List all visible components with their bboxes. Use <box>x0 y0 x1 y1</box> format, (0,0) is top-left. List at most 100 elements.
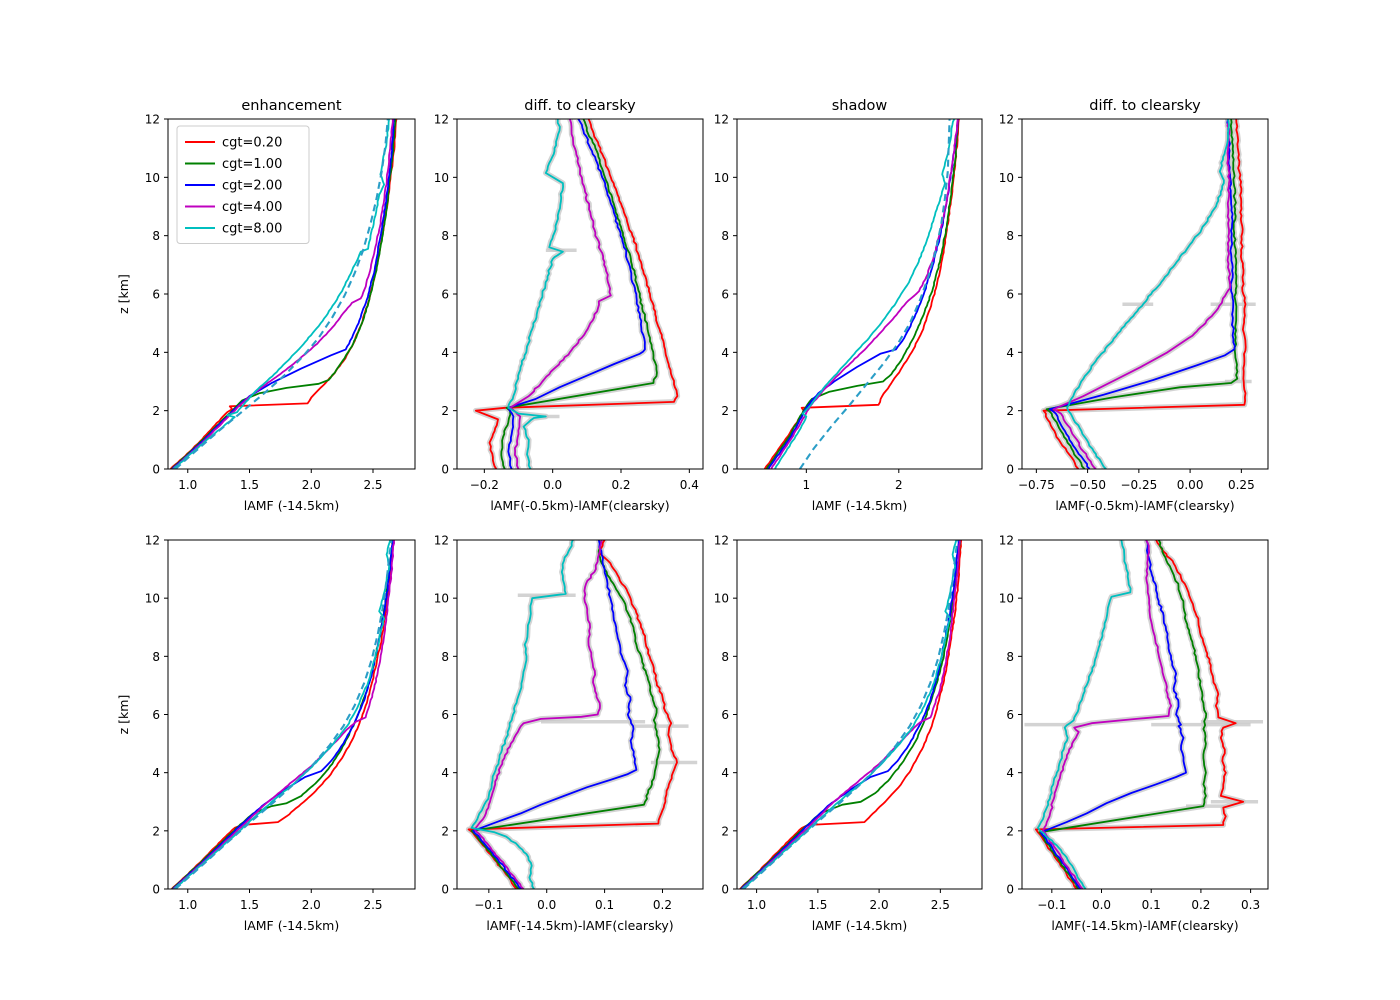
profile-line-clearsky <box>174 119 389 469</box>
x-tick-label: −0.50 <box>1069 478 1106 492</box>
plot-area <box>763 119 960 469</box>
profile-line-cgt=2.00 <box>1048 119 1236 469</box>
panel-7: 1.0 1.5 2.0 2.5 0 2 4 6 8 10 12 lAMF (-14.5km) <box>714 534 983 933</box>
x-tick-label: 2.5 <box>363 478 382 492</box>
uncertainty-band-cgt=2.00 <box>470 540 640 889</box>
x-axis-label: lAMF(-14.5km)-lAMF(clearsky) <box>1051 918 1238 933</box>
y-tick-label: 8 <box>441 229 449 243</box>
x-axis-label: lAMF (-14.5km) <box>812 918 907 933</box>
x-tick-label: 2.5 <box>363 898 382 912</box>
uncertainty-band-cgt=8.00 <box>468 540 576 889</box>
panel-6: −0.1 0.0 0.1 0.2 0 2 4 6 8 10 12 lAMF(-14.5km)-lAMF… <box>434 534 704 933</box>
y-tick-label: 2 <box>721 404 729 418</box>
legend-item: cgt=1.00 <box>185 157 282 172</box>
profile-line-cgt=1.00 <box>740 540 961 889</box>
panel-title: shadow <box>832 98 888 114</box>
x-tick-label: 0.1 <box>1142 898 1161 912</box>
profile-line-cgt=8.00 <box>774 119 956 469</box>
x-tick-label: 0.00 <box>1177 478 1204 492</box>
x-tick-label: −0.2 <box>470 478 499 492</box>
x-tick-label: −0.25 <box>1120 478 1157 492</box>
profile-line-cgt=8.00 <box>470 540 574 889</box>
y-tick-label: 2 <box>1006 404 1014 418</box>
profile-line-cgt=1.00 <box>765 119 959 469</box>
y-tick-label: 6 <box>441 288 449 302</box>
x-tick-label: 1.0 <box>178 898 197 912</box>
y-tick-label: 12 <box>714 113 729 127</box>
x-tick-label: 1.5 <box>240 478 259 492</box>
uncertainty-band-cgt=2.00 <box>1046 119 1238 469</box>
axes-frame <box>736 118 983 470</box>
x-tick-label: 1.0 <box>747 898 766 912</box>
x-axis-label: lAMF(-0.5km)-lAMF(clearsky) <box>1055 498 1234 513</box>
x-tick-label: 2.5 <box>931 898 950 912</box>
y-tick-label: 12 <box>145 534 160 548</box>
y-tick-label: 8 <box>721 229 729 243</box>
x-tick-label: 0.0 <box>543 478 562 492</box>
y-tick-label: 6 <box>721 708 729 722</box>
x-tick-label: −0.75 <box>1018 478 1055 492</box>
x-tick-label: 2.0 <box>302 478 321 492</box>
y-tick-label: 12 <box>999 534 1014 548</box>
axes-frame <box>167 539 416 890</box>
y-tick-label: 12 <box>999 113 1014 127</box>
y-tick-label: 10 <box>434 592 449 606</box>
panel-8: −0.1 0.0 0.1 0.2 0.3 0 2 4 6 8 10 12 lAMF(-14.5km)-l… <box>999 534 1269 933</box>
x-tick-label: 2 <box>895 478 903 492</box>
plot-area <box>739 540 963 889</box>
profile-line-cgt=8.00 <box>1066 119 1230 469</box>
x-tick-label: −0.1 <box>1037 898 1066 912</box>
profile-line-cgt=4.00 <box>473 540 603 889</box>
y-tick-label: 2 <box>1006 824 1014 838</box>
profile-line-cgt=8.00 <box>741 540 958 889</box>
profile-line-cgt=8.00 <box>172 119 390 469</box>
plot-area <box>1024 540 1264 889</box>
plot-area <box>465 540 698 889</box>
profile-line-cgt=2.00 <box>507 119 646 469</box>
y-tick-label: 0 <box>441 463 449 477</box>
profile-line-cgt=0.20 <box>1035 540 1245 889</box>
y-tick-label: 2 <box>152 824 160 838</box>
y-tick-label: 12 <box>714 534 729 548</box>
y-tick-label: 0 <box>721 463 729 477</box>
profile-line-cgt=0.20 <box>474 119 679 469</box>
x-tick-label: 0.2 <box>611 478 630 492</box>
y-tick-label: 0 <box>152 883 160 897</box>
y-tick-label: 10 <box>145 592 160 606</box>
y-tick-label: 10 <box>999 592 1014 606</box>
profile-line-cgt=2.00 <box>1040 540 1187 889</box>
x-axis-label: lAMF (-14.5km) <box>244 918 339 933</box>
x-axis-label: lAMF(-14.5km)-lAMF(clearsky) <box>486 918 673 933</box>
y-tick-label: 8 <box>1006 650 1014 664</box>
y-tick-label: 2 <box>152 404 160 418</box>
x-tick-label: 0.2 <box>1191 898 1210 912</box>
panel-1: 1.0 1.5 2.0 2.5 0 2 4 6 8 10 12 enhancement lAMF (-1… <box>116 98 416 513</box>
profile-line-cgt=1.00 <box>500 119 658 469</box>
profile-line-cgt=8.00 <box>507 119 564 469</box>
uncertainty-band-cgt=4.00 <box>1040 540 1174 889</box>
y-tick-label: 0 <box>152 463 160 477</box>
panel-title: diff. to clearsky <box>524 98 636 114</box>
x-axis-label: lAMF(-0.5km)-lAMF(clearsky) <box>490 498 669 513</box>
x-tick-label: 0.3 <box>1241 898 1260 912</box>
y-tick-label: 12 <box>434 113 449 127</box>
profile-line-cgt=8.00 <box>173 540 392 889</box>
profile-line-clearsky <box>174 540 393 889</box>
plot-area <box>473 119 681 469</box>
profile-line-cgt=1.00 <box>1038 540 1208 889</box>
x-tick-label: 0.4 <box>680 478 699 492</box>
panel-title: enhancement <box>241 98 342 114</box>
profile-line-cgt=4.00 <box>1052 119 1231 469</box>
plot-area <box>169 119 398 469</box>
y-tick-label: 4 <box>1006 346 1014 360</box>
y-tick-label: 6 <box>1006 708 1014 722</box>
legend-box <box>176 125 310 244</box>
x-tick-label: 0.25 <box>1228 478 1255 492</box>
y-tick-label: 4 <box>152 766 160 780</box>
legend-item: cgt=2.00 <box>185 179 282 194</box>
profile-line-cgt=1.00 <box>171 540 394 889</box>
y-tick-label: 4 <box>152 346 160 360</box>
y-tick-label: 8 <box>721 650 729 664</box>
